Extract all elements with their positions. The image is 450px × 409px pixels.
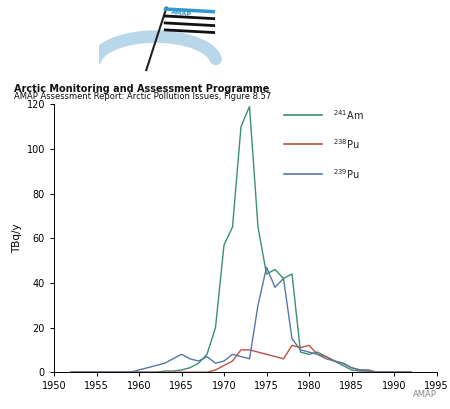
Text: $^{241}$Am: $^{241}$Am [333,108,364,122]
Text: $^{238}$Pu: $^{238}$Pu [333,137,360,151]
Y-axis label: TBq/y: TBq/y [12,223,22,253]
Text: AMAP: AMAP [413,390,436,399]
Text: $^{239}$Pu: $^{239}$Pu [333,167,360,181]
Text: Arctic Monitoring and Assessment Programme: Arctic Monitoring and Assessment Program… [14,84,269,94]
Text: AMAP: AMAP [171,9,192,17]
Text: AMAP Assessment Report: Arctic Pollution Issues, Figure 8.57: AMAP Assessment Report: Arctic Pollution… [14,92,271,101]
